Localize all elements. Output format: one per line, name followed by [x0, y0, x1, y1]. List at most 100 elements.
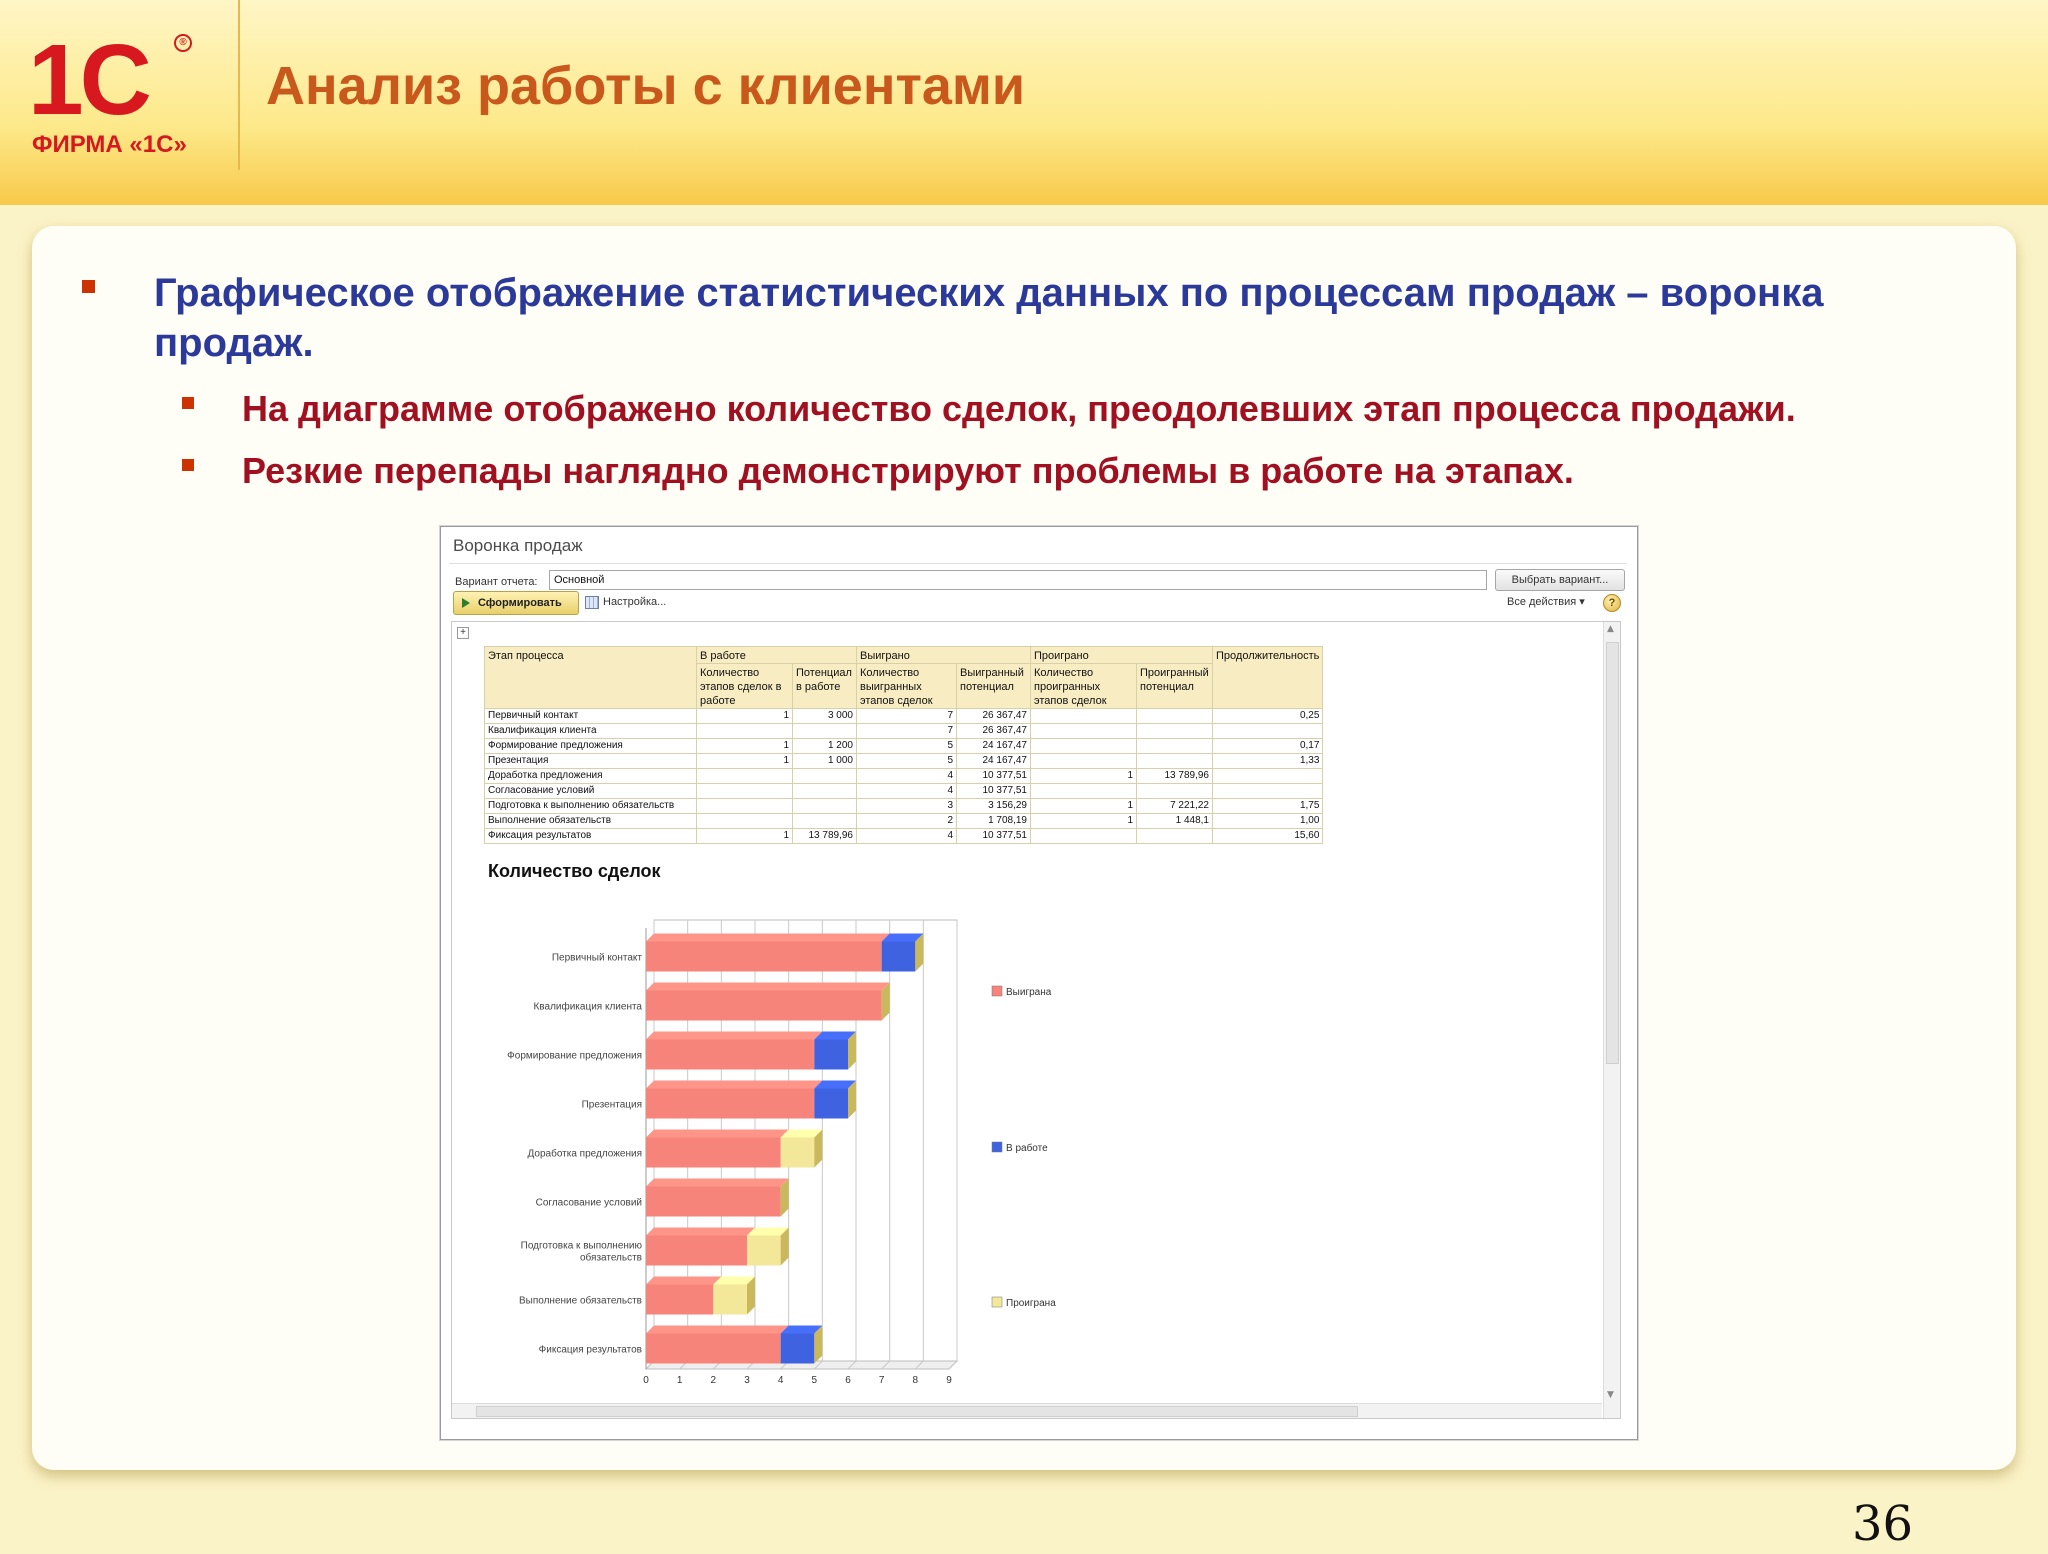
bar-side: [814, 1129, 823, 1168]
category-label: Формирование предложения: [507, 1051, 642, 1062]
value-cell: 1: [696, 708, 793, 724]
value-cell: 10 377,51: [956, 768, 1031, 784]
value-cell: 3 156,29: [956, 798, 1031, 814]
category-label: Выполнение обязательств: [519, 1295, 642, 1307]
company-logo: 1С ® ФИРМА «1С»: [28, 30, 228, 165]
table-row: Формирование предложения 1 1 200 5 24 167,47…: [484, 738, 1324, 754]
slide-header: 1С ® ФИРМА «1С» Анализ работы с клиентам…: [0, 0, 2048, 205]
bar-segment-top: [814, 1080, 856, 1089]
bar-segment: [780, 1333, 815, 1364]
legend-swatch: [991, 985, 1003, 997]
settings-icon: [585, 596, 599, 609]
col-header-potential-lost: Проигранный потенциал: [1136, 663, 1213, 709]
all-actions-menu[interactable]: Все действия ▾: [1507, 596, 1585, 608]
bar-segment-top: [646, 1129, 789, 1138]
value-cell: [792, 768, 857, 784]
choose-variant-button[interactable]: Выбрать вариант...: [1495, 569, 1625, 591]
legend-swatch: [991, 1141, 1003, 1153]
stage-cell: Доработка предложения: [484, 768, 697, 784]
bar-segment: [646, 1039, 815, 1070]
bar-segment: [646, 1137, 781, 1168]
value-cell: [792, 723, 857, 739]
bar-segment-top: [646, 1276, 722, 1285]
value-cell: [1030, 828, 1137, 844]
help-icon[interactable]: ?: [1603, 594, 1621, 612]
value-cell: [1030, 753, 1137, 769]
horizontal-scrollbar[interactable]: [452, 1403, 1602, 1418]
value-cell: [696, 798, 793, 814]
value-cell: 26 367,47: [956, 708, 1031, 724]
expand-icon[interactable]: +: [457, 627, 469, 639]
value-cell: [1030, 708, 1137, 724]
value-cell: 0,17: [1211, 738, 1324, 754]
bullet-marker: [82, 280, 95, 293]
x-tick-label: 9: [946, 1375, 952, 1386]
value-cell: 1: [1030, 798, 1137, 814]
bar-segment-top: [713, 1276, 755, 1285]
value-cell: [1136, 753, 1213, 769]
bar-segment: [814, 1088, 848, 1119]
x-tick-label: 4: [778, 1375, 784, 1386]
scroll-thumb[interactable]: [476, 1406, 1358, 1417]
slide-title: Анализ работы с клиентами: [266, 56, 1026, 116]
bar-segment-top: [780, 1129, 823, 1138]
col-group-lost: Проиграно: [1030, 646, 1213, 664]
title-divider: [449, 563, 1627, 564]
table-header-row: Этап процесса В работе Выиграно Проигран…: [484, 646, 1324, 709]
value-cell: 24 167,47: [956, 753, 1031, 769]
table-row: Квалификация клиента 7 26 367,47: [484, 723, 1324, 739]
report-table: Этап процесса В работе Выиграно Проигран…: [484, 646, 1324, 844]
x-tick-label: 0: [643, 1375, 649, 1386]
stage-cell: Презентация: [484, 753, 697, 769]
category-label: Фиксация результатов: [539, 1345, 642, 1356]
bar-segment: [646, 990, 882, 1021]
scroll-thumb[interactable]: [1606, 642, 1619, 1064]
bar-side: [780, 1178, 789, 1217]
stage-cell: Формирование предложения: [484, 738, 697, 754]
value-cell: 5: [856, 753, 957, 769]
value-cell: [1030, 783, 1137, 799]
value-cell: 1 448,1: [1136, 813, 1213, 829]
col-header-count-lost: Количество проигранных этапов сделок: [1030, 663, 1137, 709]
category-label: Квалификация клиента: [533, 1001, 642, 1013]
table-body: Первичный контакт 1 3 000 7 26 367,47 0,25 Ква…: [484, 708, 1324, 844]
value-cell: 5: [856, 738, 957, 754]
value-cell: 1: [1030, 768, 1137, 784]
value-cell: 3 000: [792, 708, 857, 724]
gridline: [813, 1360, 823, 1370]
sub-bullet-text: Резкие перепады наглядно демонстрируют п…: [242, 450, 1574, 491]
bar-segment: [713, 1284, 747, 1315]
value-cell: [1030, 738, 1137, 754]
vertical-scrollbar[interactable]: ▲ ▼: [1603, 622, 1620, 1418]
variant-field[interactable]: Основной: [549, 570, 1487, 590]
bar-side: [780, 1227, 789, 1266]
legend-label: В работе: [1006, 1142, 1048, 1154]
bar-side: [848, 1080, 856, 1119]
col-header-duration: Продолжительность: [1211, 646, 1324, 709]
bar-side: [881, 982, 890, 1021]
bar-segment: [747, 1235, 781, 1266]
header-divider: [238, 0, 240, 170]
bar-side: [747, 1276, 755, 1315]
scroll-up-icon[interactable]: ▲: [1607, 624, 1614, 634]
value-cell: 1 200: [792, 738, 857, 754]
value-cell: [1030, 723, 1137, 739]
play-icon: [462, 598, 470, 608]
generate-report-button[interactable]: Сформировать: [453, 591, 579, 615]
value-cell: [792, 813, 857, 829]
value-cell: [696, 768, 793, 784]
value-cell: 26 367,47: [956, 723, 1031, 739]
table-subheader-row: Количество этапов сделок в работе Потенц…: [485, 663, 1323, 709]
value-cell: [792, 798, 857, 814]
chart-title: Количество сделок: [488, 861, 661, 881]
value-cell: [1211, 723, 1324, 739]
value-cell: 3: [856, 798, 957, 814]
table-row: Подготовка к выполнению обязательств 3 3 1…: [484, 798, 1324, 814]
x-tick-label: 2: [711, 1375, 717, 1386]
scroll-down-icon[interactable]: ▼: [1607, 1390, 1614, 1400]
x-tick-label: 8: [913, 1375, 919, 1386]
legend-swatch: [991, 1296, 1003, 1308]
value-cell: [1136, 708, 1213, 724]
bar-segment: [646, 1088, 815, 1119]
value-cell: [1211, 768, 1324, 784]
